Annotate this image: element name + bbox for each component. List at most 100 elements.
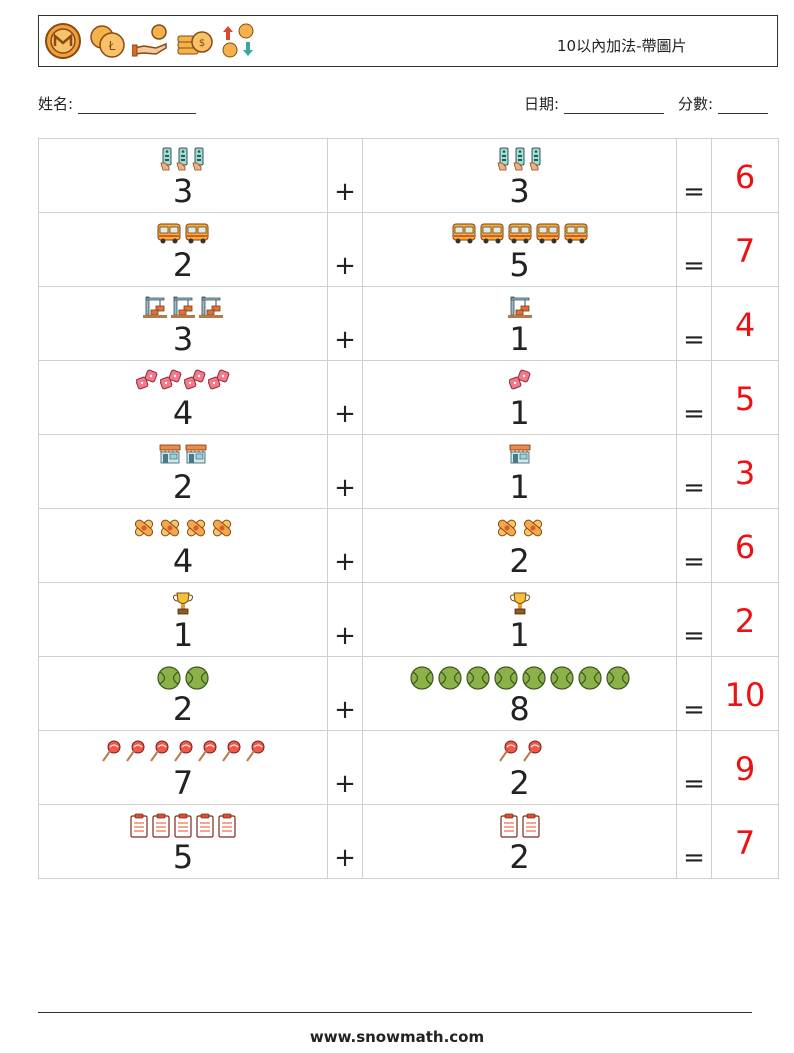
equals-cell: = (676, 582, 712, 657)
answer-cell[interactable]: 4 (711, 286, 779, 361)
addend-a-number: 5 (172, 838, 194, 876)
answer-cell[interactable]: 3 (711, 434, 779, 509)
addend-a-number: 4 (172, 394, 194, 432)
answer-cell[interactable]: 6 (711, 508, 779, 583)
addend-a-cell: 3 (38, 286, 328, 361)
addend-b-number: 1 (509, 616, 530, 654)
clipboard-icon (216, 813, 238, 838)
answer-value: 5 (734, 380, 756, 418)
answer-cell[interactable]: 2 (711, 582, 779, 657)
shop-icon (183, 443, 209, 464)
score-label: 分數: (678, 95, 714, 113)
clipboard-icon (194, 813, 216, 838)
lollipop-icon (243, 739, 267, 762)
addend-b-number: 2 (509, 838, 530, 876)
addend-a-cell: 4 (38, 360, 328, 435)
addend-b-pictures (363, 295, 676, 321)
addend-a-pictures (39, 665, 327, 691)
tennis-ball-icon (436, 665, 464, 690)
answer-cell[interactable]: 6 (711, 138, 779, 213)
bus-icon (506, 221, 534, 244)
date-label: 日期: (524, 95, 560, 113)
score-blank[interactable] (717, 99, 768, 114)
header-box: Ł $ 10以內加法-帶圖片 (38, 15, 778, 67)
equals-sign: = (683, 473, 705, 503)
addend-b-cell: 1 (362, 582, 677, 657)
remote-control-icon (528, 147, 544, 171)
addend-a-number: 4 (172, 542, 194, 580)
coin-stack-icon: $ (176, 22, 214, 60)
addend-a-pictures (39, 517, 327, 543)
hand-coin-icon (131, 22, 170, 60)
addend-b-number: 2 (509, 542, 530, 580)
name-blank[interactable] (77, 99, 196, 114)
problem-row: 7 +2 = 9 (38, 730, 779, 805)
bandage-icon (494, 517, 520, 537)
addend-a-number: 2 (172, 246, 194, 284)
addend-b-pictures (363, 369, 676, 395)
equals-sign: = (683, 695, 705, 725)
bandage-icon (183, 517, 209, 537)
plus-sign: + (334, 473, 356, 503)
bandage-icon (131, 517, 157, 537)
addend-a-pictures (39, 591, 327, 617)
equals-cell: = (676, 804, 712, 879)
plus-cell: + (327, 360, 363, 435)
crane-icon (169, 295, 197, 318)
clipboard-icon (498, 813, 520, 838)
addend-a-number: 3 (172, 320, 194, 358)
equals-sign: = (683, 177, 705, 207)
trophy-icon (169, 591, 197, 615)
addend-b-number: 8 (509, 690, 530, 728)
addend-a-pictures (39, 739, 327, 765)
coins-icon: Ł (88, 22, 126, 60)
lollipop-icon (99, 739, 123, 762)
problem-row: 4 +1 = 5 (38, 360, 779, 435)
lollipop-icon (123, 739, 147, 762)
addend-b-cell: 1 (362, 434, 677, 509)
addend-b-cell: 3 (362, 138, 677, 213)
plus-cell: + (327, 804, 363, 879)
answer-cell[interactable]: 10 (711, 656, 779, 731)
answer-cell[interactable]: 9 (711, 730, 779, 805)
equals-cell: = (676, 508, 712, 583)
problem-row: 2 +1 = 3 (38, 434, 779, 509)
problem-row: 2 +5 = 7 (38, 212, 779, 287)
tennis-ball-icon (604, 665, 632, 690)
addend-a-number: 2 (172, 468, 194, 506)
addend-b-pictures (363, 591, 676, 617)
answer-cell[interactable]: 5 (711, 360, 779, 435)
plus-sign: + (334, 843, 356, 873)
score-field: 分數: (678, 93, 768, 114)
plus-cell: + (327, 730, 363, 805)
bus-icon (450, 221, 478, 244)
plus-cell: + (327, 656, 363, 731)
addend-b-number: 3 (509, 172, 530, 210)
equals-cell: = (676, 656, 712, 731)
addend-a-number: 3 (172, 172, 194, 210)
plus-sign: + (334, 769, 356, 799)
answer-cell[interactable]: 7 (711, 212, 779, 287)
addend-b-number: 1 (509, 320, 530, 358)
clipboard-icon (128, 813, 150, 838)
plus-cell: + (327, 286, 363, 361)
equals-sign: = (683, 251, 705, 281)
addend-a-number: 7 (172, 764, 194, 802)
equals-sign: = (683, 399, 705, 429)
plus-cell: + (327, 508, 363, 583)
addend-b-pictures (363, 147, 676, 173)
bus-icon (562, 221, 590, 244)
addend-b-cell: 2 (362, 804, 677, 879)
bus-icon (534, 221, 562, 244)
answer-cell[interactable]: 7 (711, 804, 779, 879)
date-blank[interactable] (563, 99, 664, 114)
addend-b-cell: 8 (362, 656, 677, 731)
answer-value: 6 (734, 528, 756, 566)
crane-icon (141, 295, 169, 318)
addend-b-number: 5 (509, 246, 530, 284)
equals-cell: = (676, 138, 712, 213)
addend-a-number: 1 (172, 616, 194, 654)
addend-a-number: 2 (172, 690, 194, 728)
bus-icon (155, 221, 183, 244)
problems-table: 3 +3 = 6 2 +5 = 7 3 +1 = 4 4 +1 = 5 2 +1 = 3 4 +2 = 6 1 +1 = 2 2 +8 = 1… (38, 138, 779, 879)
